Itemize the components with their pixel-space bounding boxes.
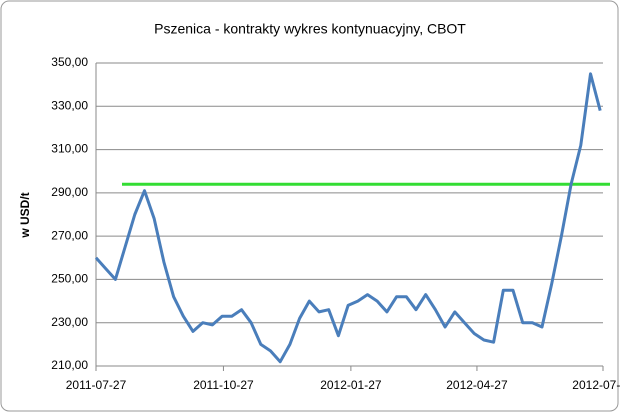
x-tick-label: 2011-07-27 bbox=[66, 378, 127, 392]
y-tick-label: 330,00 bbox=[51, 98, 88, 112]
data-line bbox=[94, 72, 602, 364]
y-tick-label: 210,00 bbox=[51, 358, 88, 372]
x-tick-label: 2011-10-27 bbox=[193, 378, 254, 392]
x-tick-label: 2012-01-27 bbox=[320, 378, 382, 392]
y-tick-label: 230,00 bbox=[51, 315, 88, 329]
x-tick-label: 2012-07-27 bbox=[572, 378, 620, 392]
y-tick-label: 310,00 bbox=[51, 142, 88, 156]
y-axis-label: w USD/t bbox=[18, 192, 32, 238]
y-tick-label: 250,00 bbox=[51, 272, 88, 286]
x-tick-label: 2012-04-27 bbox=[446, 378, 508, 392]
chart-title: Pszenica - kontrakty wykres kontynuacyjn… bbox=[154, 21, 466, 37]
y-tick-label: 270,00 bbox=[51, 228, 88, 242]
y-tick-label: 350,00 bbox=[51, 55, 88, 69]
y-tick-label: 290,00 bbox=[51, 185, 88, 199]
